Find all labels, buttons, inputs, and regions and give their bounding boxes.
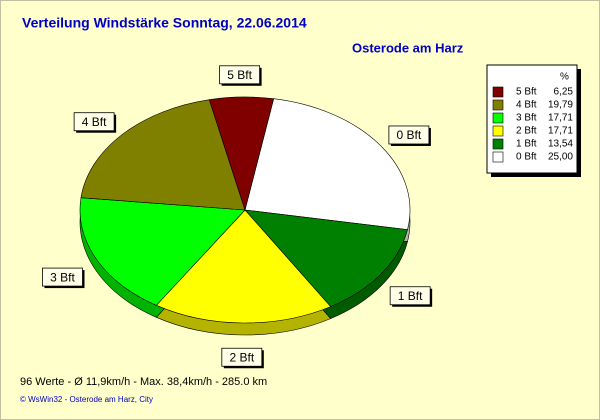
legend-header: % (560, 72, 569, 83)
slice (79, 197, 246, 306)
legend-swatch (492, 86, 504, 98)
legend-value: 25,00 (548, 152, 573, 163)
label-box (388, 125, 430, 145)
legend-swatch (492, 112, 504, 124)
legend-value: 6,25 (554, 87, 574, 98)
legend-label: 4 Bft (516, 100, 537, 111)
legend-swatch (492, 151, 504, 163)
legend-swatch (492, 125, 504, 137)
slice-label: 0 Bft (397, 128, 422, 142)
label-box (42, 267, 83, 287)
legend-swatch (492, 99, 504, 111)
slice-label: 4 Bft (82, 115, 107, 129)
label-box (221, 347, 263, 367)
slice-label: 5 Bft (227, 68, 252, 82)
legend-value: 19,79 (548, 100, 573, 111)
slice (208, 96, 275, 212)
legend-label: 0 Bft (516, 152, 537, 163)
credit: © WsWin32 - Osterode am Harz, City (20, 395, 153, 404)
legend-value: 17,71 (548, 126, 573, 137)
footer: 96 Werte - Ø 11,9km/h - Max. 38,4km/h - … (20, 376, 267, 388)
legend-label: 1 Bft (516, 139, 537, 150)
legend-value: 13,54 (548, 139, 573, 150)
legend-value: 17,71 (548, 113, 573, 124)
legend-label: 5 Bft (516, 87, 537, 98)
slice (155, 209, 332, 324)
legend-swatch (492, 138, 504, 150)
slice-label: 2 Bft (229, 350, 254, 364)
chart-title: Verteilung Windstärke Sonntag, 22.06.201… (22, 15, 307, 31)
slice-label: 1 Bft (398, 289, 423, 303)
legend-label: 3 Bft (516, 113, 537, 124)
chart-subtitle: Osterode am Harz (352, 40, 464, 55)
label-box (73, 112, 115, 132)
slice-label: 3 Bft (50, 270, 75, 284)
label-box (389, 286, 431, 306)
legend-label: 2 Bft (516, 126, 537, 137)
slice (244, 98, 411, 230)
slice (244, 209, 408, 307)
slice (80, 99, 246, 211)
label-box (219, 65, 261, 85)
